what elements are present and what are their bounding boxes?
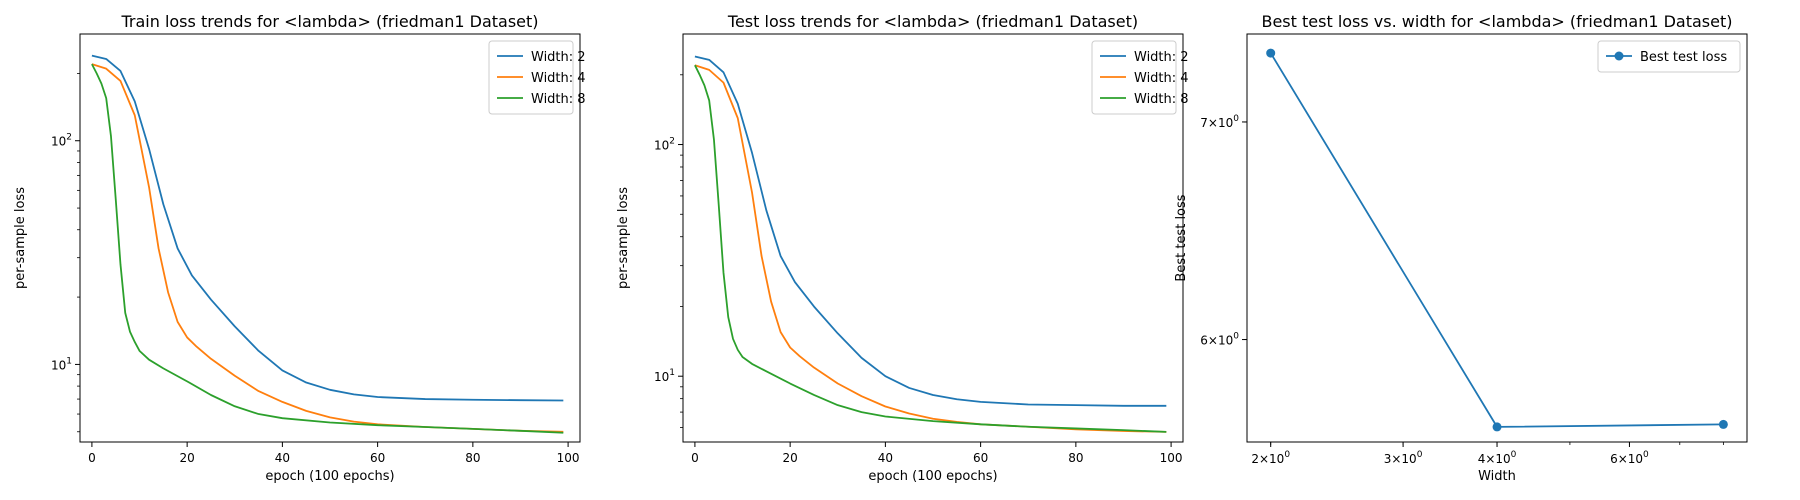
series-line-1 xyxy=(1269,52,1724,428)
axes-frame xyxy=(682,33,1184,443)
y-tick-label: 6×100 xyxy=(1200,332,1239,348)
series-line-2 xyxy=(91,63,564,433)
legend-entry: Width: 2 xyxy=(1134,50,1189,65)
series-group xyxy=(1266,48,1728,432)
chart-1: Train loss trends for <lambda> (friedman… xyxy=(13,12,586,484)
x-axis-label: epoch (100 epochs) xyxy=(868,469,997,484)
y-axis-label: per-sample loss xyxy=(616,187,631,289)
x-tick-label: 80 xyxy=(465,451,480,465)
x-tick-label: 0 xyxy=(691,451,699,465)
chart-title: Best test loss vs. width for <lambda> (f… xyxy=(1261,12,1732,31)
data-point xyxy=(1718,419,1728,429)
legend-entry: Width: 4 xyxy=(531,71,586,86)
series-group xyxy=(91,54,564,434)
series-line-2 xyxy=(694,64,1167,433)
x-tick-label: 60 xyxy=(973,451,988,465)
series-group xyxy=(694,55,1167,433)
series-line-1 xyxy=(91,54,564,402)
y-tick-label: 102 xyxy=(51,133,72,149)
legend-marker xyxy=(1614,51,1624,61)
chart-title: Test loss trends for <lambda> (friedman1… xyxy=(727,12,1138,31)
x-tick-label: 2×100 xyxy=(1251,450,1290,466)
legend-box xyxy=(1091,40,1177,115)
series-line-3 xyxy=(91,63,564,434)
x-tick-label: 40 xyxy=(275,451,290,465)
axes-frame xyxy=(1246,33,1748,443)
x-tick-label: 80 xyxy=(1068,451,1083,465)
x-tick-label: 40 xyxy=(878,451,893,465)
legend-entry: Width: 8 xyxy=(531,92,586,107)
x-axis-label: Width xyxy=(1478,469,1516,484)
x-tick-label: 60 xyxy=(370,451,385,465)
legend: Width: 2 Width: 4 Width: 8 xyxy=(1091,40,1189,115)
legend-box xyxy=(488,40,574,115)
x-tick-label: 3×100 xyxy=(1384,450,1423,466)
chart-title: Train loss trends for <lambda> (friedman… xyxy=(120,12,538,31)
legend-entry: Best test loss xyxy=(1640,50,1727,65)
chart-3: Best test loss vs. width for <lambda> (f… xyxy=(1174,12,1748,484)
axes-frame xyxy=(79,33,581,443)
chart-2: Test loss trends for <lambda> (friedman1… xyxy=(616,12,1189,484)
legend-entry: Width: 8 xyxy=(1134,92,1189,107)
y-tick-label: 7×100 xyxy=(1200,114,1239,130)
x-tick-label: 100 xyxy=(1160,451,1183,465)
x-tick-label: 4×100 xyxy=(1478,450,1517,466)
y-tick-label: 101 xyxy=(51,356,72,372)
legend: Width: 2 Width: 4 Width: 8 xyxy=(488,40,586,115)
x-tick-label: 20 xyxy=(180,451,195,465)
legend-entry: Width: 4 xyxy=(1134,71,1189,86)
legend: Best test loss xyxy=(1597,40,1741,73)
series-line-1 xyxy=(694,55,1167,407)
x-tick-label: 6×100 xyxy=(1610,450,1649,466)
y-tick-label: 101 xyxy=(654,368,675,384)
series-line-3 xyxy=(694,64,1167,433)
y-axis-label: per-sample loss xyxy=(13,187,28,289)
x-axis-label: epoch (100 epochs) xyxy=(265,469,394,484)
y-tick-label: 102 xyxy=(654,137,675,153)
data-point xyxy=(1266,48,1276,58)
x-tick-label: 100 xyxy=(557,451,580,465)
data-point xyxy=(1492,422,1502,432)
y-axis-label: Best test loss xyxy=(1174,194,1189,281)
x-tick-label: 20 xyxy=(783,451,798,465)
x-tick-label: 0 xyxy=(88,451,96,465)
legend-entry: Width: 2 xyxy=(531,50,586,65)
legend-box xyxy=(1597,40,1741,73)
